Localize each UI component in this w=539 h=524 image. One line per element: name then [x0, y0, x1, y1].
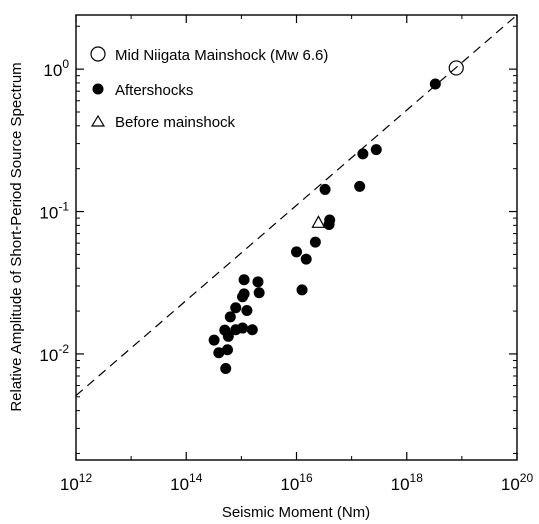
y-tick-label: 100: [43, 57, 69, 80]
x-axis-label: Seismic Moment (Nm): [222, 504, 370, 521]
legend-label-before-mainshock: Before mainshock: [115, 114, 236, 131]
aftershock-point: [429, 78, 441, 90]
aftershock-point: [208, 334, 220, 346]
aftershock-point: [220, 363, 232, 375]
aftershock-point: [252, 276, 264, 288]
aftershock-point: [221, 344, 233, 356]
aftershock-point: [237, 322, 249, 334]
y-tick-labels: 10-2 10-1 100: [39, 57, 69, 365]
aftershock-point: [357, 148, 369, 160]
legend-label-aftershocks: Aftershocks: [115, 82, 193, 99]
y-tick-label: 10-1: [39, 200, 69, 223]
x-tick-label: 1016: [280, 471, 313, 494]
aftershock-point: [309, 236, 321, 248]
aftershock-point: [319, 183, 331, 195]
x-tick-label: 1020: [501, 471, 534, 494]
tick-marks: [75, 15, 518, 460]
aftershock-point: [213, 347, 225, 359]
aftershock-point: [324, 214, 336, 226]
x-tick-label: 1012: [60, 471, 93, 494]
y-tick-label: 10-2: [39, 342, 69, 365]
data-points: [208, 60, 464, 375]
y-axis-label: Relative Amplitude of Short-Period Sourc…: [8, 62, 25, 411]
aftershock-point: [222, 330, 234, 342]
aftershock-point: [370, 144, 382, 156]
legend-label-mainshock: Mid Niigata Mainshock (Mw 6.6): [115, 47, 328, 64]
aftershock-point: [291, 246, 302, 258]
legend-marker-mainshock: [90, 46, 106, 62]
mainshock-point: [448, 60, 464, 76]
aftershock-point: [238, 274, 250, 286]
aftershock-point: [253, 287, 265, 299]
aftershock-point: [354, 180, 366, 192]
aftershock-point: [296, 284, 308, 296]
x-tick-label: 1014: [170, 471, 203, 494]
legend-marker-before-mainshock: [90, 114, 106, 127]
aftershock-point: [224, 311, 236, 323]
aftershock-point: [300, 253, 312, 265]
aftershock-point: [241, 304, 253, 316]
x-tick-labels: 1012 1014 1016 1018 1020: [60, 471, 534, 494]
aftershock-point: [230, 302, 242, 314]
before-mainshock-point: [311, 215, 326, 228]
legend-marker-aftershocks: [92, 83, 104, 95]
aftershock-point: [246, 324, 258, 336]
aftershock-point: [238, 288, 250, 300]
reference-line: [75, 14, 518, 397]
legend: Mid Niigata Mainshock (Mw 6.6) Aftershoc…: [90, 46, 328, 131]
x-tick-label: 1018: [391, 471, 424, 494]
